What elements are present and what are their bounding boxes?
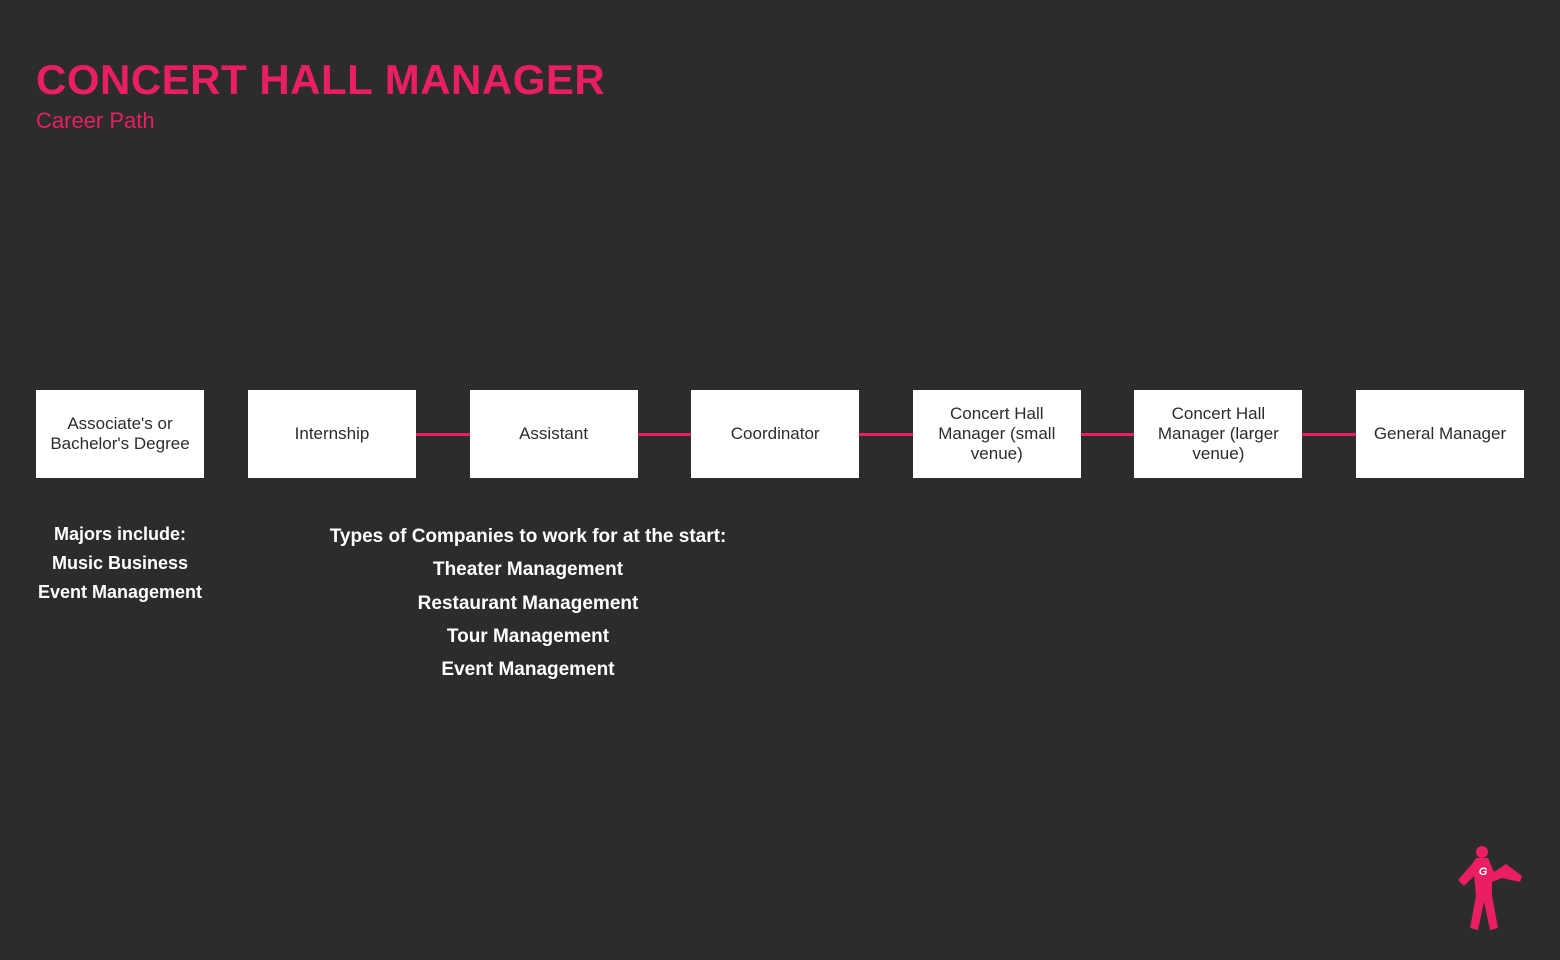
logo-letter: G xyxy=(1479,866,1488,878)
majors-block: Majors include: Music BusinessEvent Mana… xyxy=(36,520,204,606)
companies-item: Theater Management xyxy=(248,553,808,586)
companies-block: Types of Companies to work for at the st… xyxy=(248,520,808,686)
flow-connector xyxy=(859,433,913,436)
majors-item: Event Management xyxy=(36,578,204,607)
companies-list: Theater ManagementRestaurant ManagementT… xyxy=(248,553,808,686)
flow-gap xyxy=(204,433,248,436)
companies-item: Restaurant Management xyxy=(248,587,808,620)
page-subtitle: Career Path xyxy=(36,108,605,134)
header: CONCERT HALL MANAGER Career Path xyxy=(36,56,605,134)
page-title: CONCERT HALL MANAGER xyxy=(36,56,605,104)
flow-node-general-mgr: General Manager xyxy=(1356,390,1524,478)
career-path-flow: Associate's or Bachelor's Degree Internsh… xyxy=(36,390,1524,478)
brand-logo: G xyxy=(1448,842,1528,932)
flow-node-degree: Associate's or Bachelor's Degree xyxy=(36,390,204,478)
flow-connector xyxy=(1081,433,1135,436)
flow-connector xyxy=(1302,433,1356,436)
companies-item: Tour Management xyxy=(248,620,808,653)
flow-node-mgr-large: Concert Hall Manager (larger venue) xyxy=(1134,390,1302,478)
companies-item: Event Management xyxy=(248,653,808,686)
superhero-icon: G xyxy=(1448,842,1528,932)
companies-heading: Types of Companies to work for at the st… xyxy=(248,520,808,553)
majors-item: Music Business xyxy=(36,549,204,578)
flow-node-assistant: Assistant xyxy=(470,390,638,478)
majors-heading: Majors include: xyxy=(36,520,204,549)
flow-connector xyxy=(638,433,692,436)
majors-list: Music BusinessEvent Management xyxy=(36,549,204,607)
flow-connector xyxy=(416,433,470,436)
flow-node-internship: Internship xyxy=(248,390,416,478)
flow-node-mgr-small: Concert Hall Manager (small venue) xyxy=(913,390,1081,478)
flow-node-coordinator: Coordinator xyxy=(691,390,859,478)
